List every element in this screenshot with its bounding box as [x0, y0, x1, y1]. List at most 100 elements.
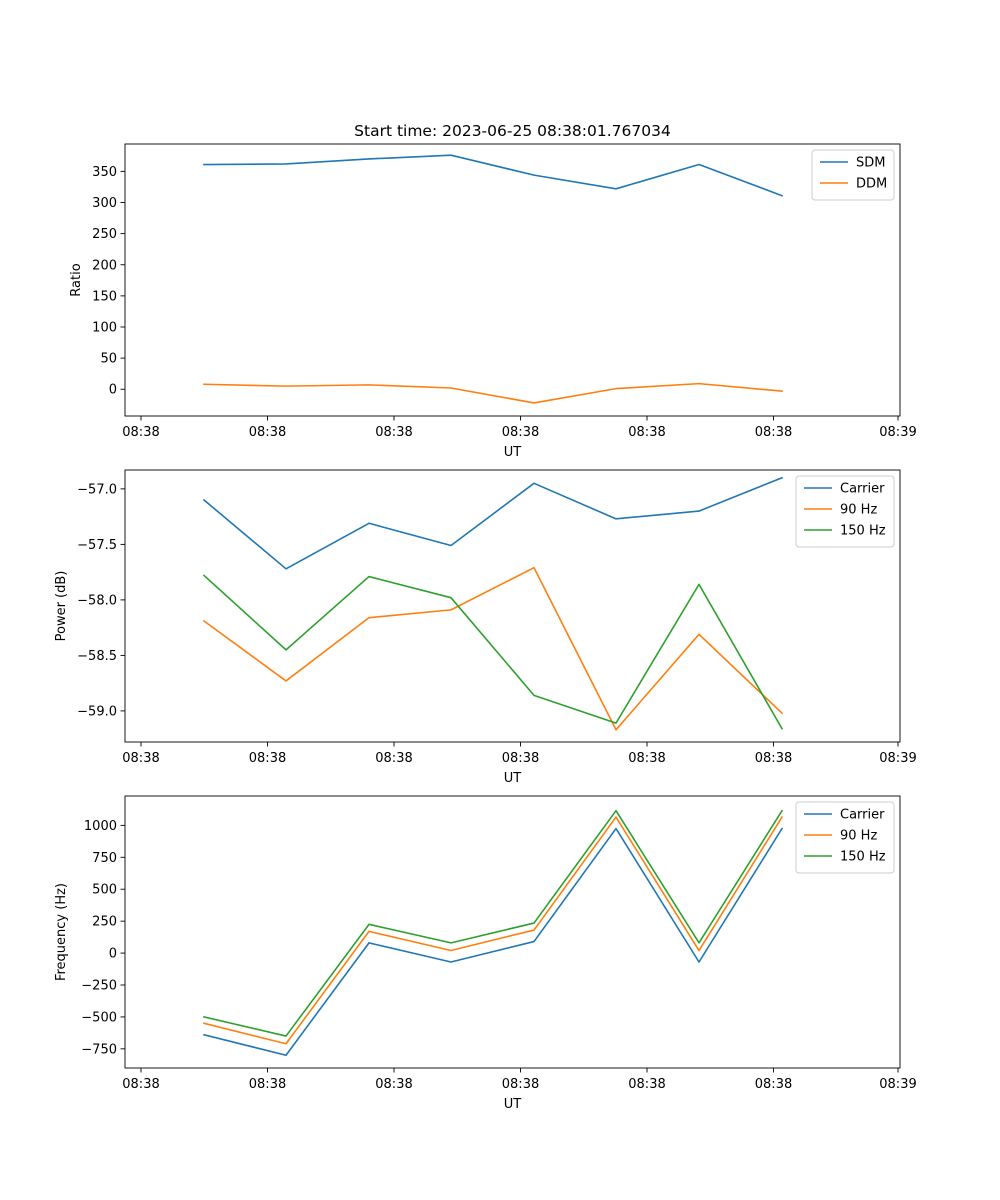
- data-point: [533, 402, 535, 404]
- series-line: [203, 154, 784, 197]
- y-tick-label: −58.5: [77, 649, 117, 664]
- y-axis-label: Frequency (Hz): [54, 883, 69, 981]
- data-point: [533, 174, 535, 176]
- y-tick-label: −250: [81, 978, 117, 993]
- x-tick-label: 08:38: [502, 1077, 539, 1092]
- data-point: [698, 382, 700, 384]
- data-point: [203, 163, 205, 165]
- data-point: [533, 929, 535, 931]
- data-point: [781, 194, 783, 196]
- x-axis-label: UT: [504, 445, 522, 460]
- data-point: [285, 163, 287, 165]
- y-tick-label: −750: [81, 1042, 117, 1057]
- data-point: [450, 387, 452, 389]
- x-tick-label: 08:38: [502, 425, 539, 440]
- x-tick-label: 08:38: [122, 751, 159, 766]
- series-line: [203, 815, 784, 1045]
- data-point: [533, 940, 535, 942]
- y-tick-label: −57.5: [77, 538, 117, 553]
- y-tick-label: −59.0: [77, 704, 117, 719]
- data-point: [781, 727, 783, 729]
- series-line: [203, 809, 784, 1037]
- data-point: [285, 649, 287, 651]
- data-point: [203, 1022, 205, 1024]
- data-point: [781, 827, 783, 829]
- data-point: [698, 942, 700, 944]
- data-point: [368, 158, 370, 160]
- legend-label: SDM: [856, 156, 885, 171]
- data-point: [203, 383, 205, 385]
- data-point: [450, 961, 452, 963]
- y-tick-label: 250: [92, 915, 117, 930]
- data-point: [285, 1054, 287, 1056]
- legend-label: 150 Hz: [840, 850, 886, 865]
- data-point: [781, 816, 783, 818]
- data-point: [203, 1016, 205, 1018]
- data-point: [615, 188, 617, 190]
- data-point: [368, 942, 370, 944]
- legend-label: Carrier: [840, 482, 885, 497]
- data-point: [698, 510, 700, 512]
- data-point: [368, 930, 370, 932]
- data-point: [533, 694, 535, 696]
- data-point: [368, 923, 370, 925]
- x-tick-label: 08:38: [755, 425, 792, 440]
- y-tick-label: 200: [92, 258, 117, 273]
- legend-label: 90 Hz: [840, 503, 877, 518]
- series-line: [202, 476, 784, 570]
- series-line: [202, 574, 784, 730]
- y-tick-label: −57.0: [77, 482, 117, 497]
- y-tick-label: −500: [81, 1010, 117, 1025]
- data-point: [615, 387, 617, 389]
- data-point: [698, 583, 700, 585]
- x-tick-label: 08:38: [375, 425, 412, 440]
- data-point: [781, 477, 783, 479]
- plot-area-frame: [124, 795, 901, 1069]
- x-tick-label: 08:38: [375, 1077, 412, 1092]
- y-axis-label: Ratio: [69, 263, 84, 296]
- y-tick-label: −58.0: [77, 593, 117, 608]
- data-point: [203, 574, 205, 576]
- data-point: [698, 949, 700, 951]
- y-tick-label: 350: [92, 165, 117, 180]
- data-point: [450, 154, 452, 156]
- y-tick-label: 50: [100, 352, 117, 367]
- data-point: [615, 518, 617, 520]
- data-point: [285, 1043, 287, 1045]
- legend-label: 90 Hz: [840, 829, 877, 844]
- x-tick-label: 08:39: [879, 1077, 916, 1092]
- x-tick-label: 08:38: [502, 751, 539, 766]
- figure-title: Start time: 2023-06-25 08:38:01.767034: [354, 122, 671, 140]
- plot-3: 08:38 08:38 08:38 08:38 08:38 08:38 08:39 −750 −…: [54, 795, 917, 1112]
- data-point: [203, 620, 205, 622]
- plots: 08:38 08:38 08:38 08:38 08:38 08:38 08:39 0 50 10…: [54, 143, 917, 1112]
- data-point: [368, 575, 370, 577]
- data-point: [698, 633, 700, 635]
- x-tick-label: 08:38: [122, 1077, 159, 1092]
- data-point: [203, 499, 205, 501]
- legend-label: 150 Hz: [840, 524, 886, 539]
- x-tick-label: 08:38: [628, 1077, 665, 1092]
- x-tick-label: 08:38: [755, 1077, 792, 1092]
- y-tick-label: 0: [109, 383, 117, 398]
- data-point: [533, 482, 535, 484]
- data-point: [615, 729, 617, 731]
- x-tick-label: 08:38: [628, 751, 665, 766]
- data-point: [285, 680, 287, 682]
- data-point: [450, 942, 452, 944]
- y-tick-label: 500: [92, 883, 117, 898]
- data-point: [450, 596, 452, 598]
- data-point: [698, 961, 700, 963]
- data-point: [781, 809, 783, 811]
- data-point: [781, 712, 783, 714]
- x-tick-label: 08:38: [755, 751, 792, 766]
- x-tick-label: 08:38: [249, 1077, 286, 1092]
- y-tick-label: 300: [92, 196, 117, 211]
- y-tick-label: 100: [92, 320, 117, 335]
- data-point: [285, 385, 287, 387]
- data-point: [533, 567, 535, 569]
- y-tick-label: 750: [92, 851, 117, 866]
- plot-area-frame: [124, 143, 901, 417]
- legend-label: Carrier: [840, 808, 885, 823]
